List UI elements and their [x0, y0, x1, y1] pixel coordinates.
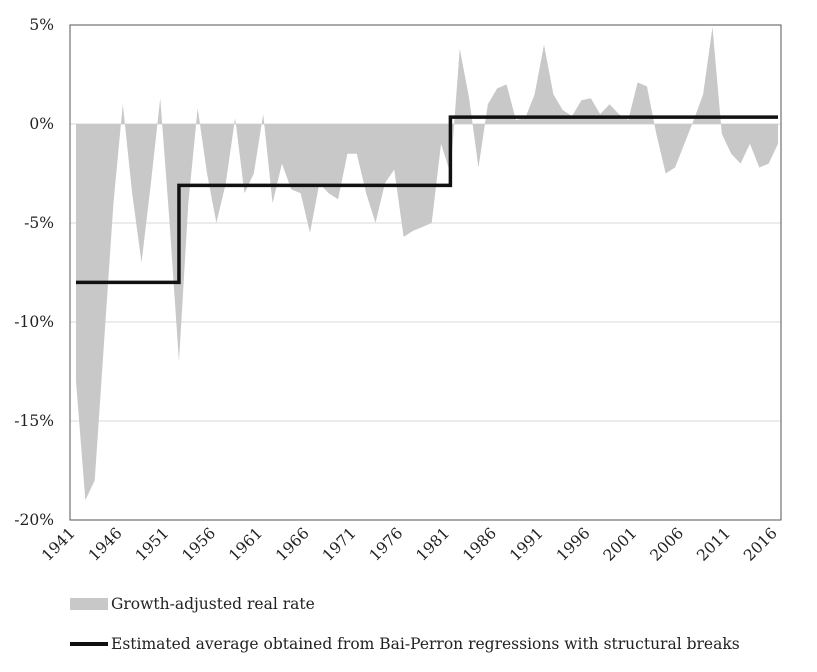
area-line-chart: 5% 0% -5% -10% -15% -20% 1941 1946 1951 1956 1961…	[14, 16, 782, 565]
y-tick-label: -15%	[14, 412, 54, 430]
area-growth-adjusted-real-rate	[76, 26, 778, 501]
x-tick-label: 1996	[553, 524, 594, 565]
y-tick-label: -10%	[14, 313, 54, 331]
x-tick-label: 1946	[85, 524, 126, 565]
x-axis-ticks: 1941 1946 1951 1956 1961 1966 1971 1976 1981 1986…	[38, 524, 781, 565]
plot-frame	[69, 24, 782, 521]
x-tick-label: 1966	[272, 524, 313, 565]
x-tick-label: 1956	[179, 524, 220, 565]
legend-line-label: Estimated average obtained from Bai-Perr…	[111, 635, 740, 653]
area-series	[76, 26, 778, 501]
x-tick-label: 1971	[319, 524, 360, 565]
legend-area-swatch	[70, 598, 108, 610]
line-bai-perron-average	[76, 115, 778, 285]
y-tick-label: -5%	[24, 214, 54, 232]
x-tick-label: 2006	[647, 524, 688, 565]
y-tick-label: 0%	[29, 115, 54, 133]
y-axis-ticks: 5% 0% -5% -10% -15% -20%	[14, 16, 54, 529]
legend-area-label: Growth-adjusted real rate	[111, 595, 315, 613]
x-tick-label: 2001	[600, 524, 641, 565]
x-tick-label: 1976	[366, 524, 407, 565]
legend-item-line: Estimated average obtained from Bai-Perr…	[70, 635, 740, 653]
y-tick-label: -20%	[14, 511, 54, 529]
legend-item-area: Growth-adjusted real rate	[70, 595, 315, 613]
x-tick-label: 2011	[693, 524, 734, 565]
x-tick-label: 1961	[225, 524, 266, 565]
x-tick-label: 1951	[132, 524, 173, 565]
x-tick-label: 1981	[413, 524, 454, 565]
legend-line-swatch	[70, 642, 108, 646]
plot-border	[69, 24, 782, 521]
x-tick-label: 1991	[506, 524, 547, 565]
x-tick-label: 2016	[740, 524, 781, 565]
line-series	[76, 115, 778, 285]
y-tick-label: 5%	[29, 16, 54, 34]
x-tick-label: 1986	[459, 524, 500, 565]
x-tick-label: 1941	[38, 524, 79, 565]
